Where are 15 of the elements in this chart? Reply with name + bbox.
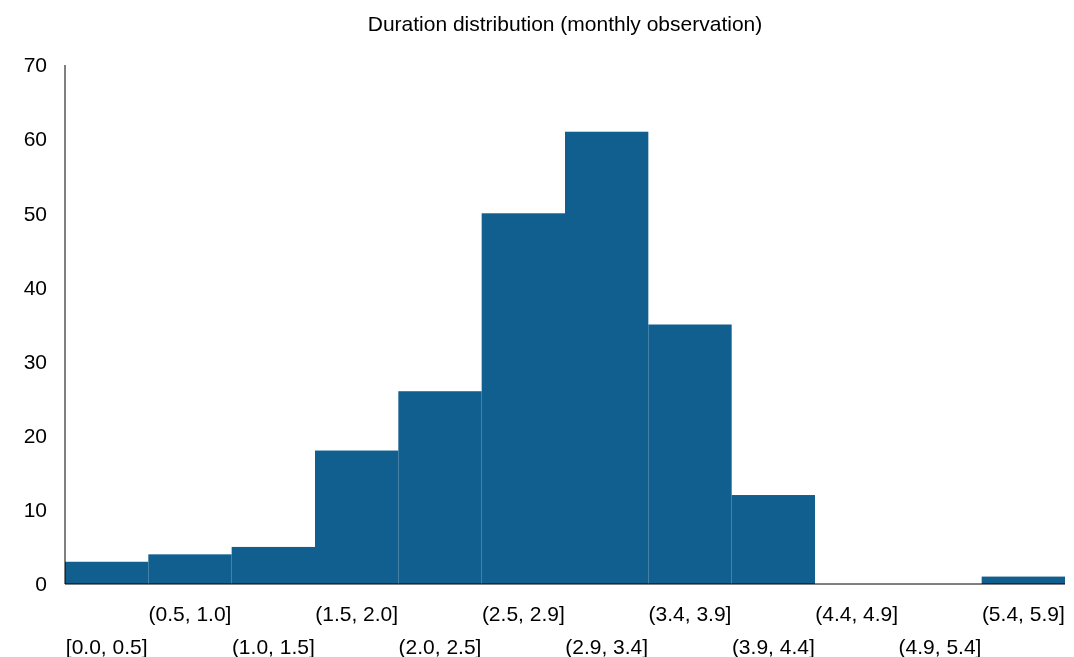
y-tick-label: 20 bbox=[23, 424, 47, 448]
x-tick-label: (2.5, 2.9] bbox=[481, 602, 565, 625]
y-tick-label: 30 bbox=[23, 349, 47, 373]
x-tick-label: (0.5, 1.0] bbox=[148, 602, 232, 625]
y-tick-label: 60 bbox=[23, 127, 47, 151]
y-tick-label: 70 bbox=[23, 53, 47, 77]
x-tick-label: (4.4, 4.9] bbox=[815, 602, 899, 625]
y-tick-label: 0 bbox=[35, 572, 47, 596]
x-tick-label: (5.4, 5.9] bbox=[981, 602, 1065, 625]
chart-title: Duration distribution (monthly observation) bbox=[367, 12, 763, 35]
y-tick-label: 40 bbox=[23, 275, 47, 299]
y-tick-label: 10 bbox=[23, 498, 47, 522]
y-tick-label: 50 bbox=[23, 201, 47, 225]
x-tick-label: (1.5, 2.0] bbox=[315, 602, 399, 625]
x-tick-label: (3.4, 3.9] bbox=[648, 602, 732, 625]
